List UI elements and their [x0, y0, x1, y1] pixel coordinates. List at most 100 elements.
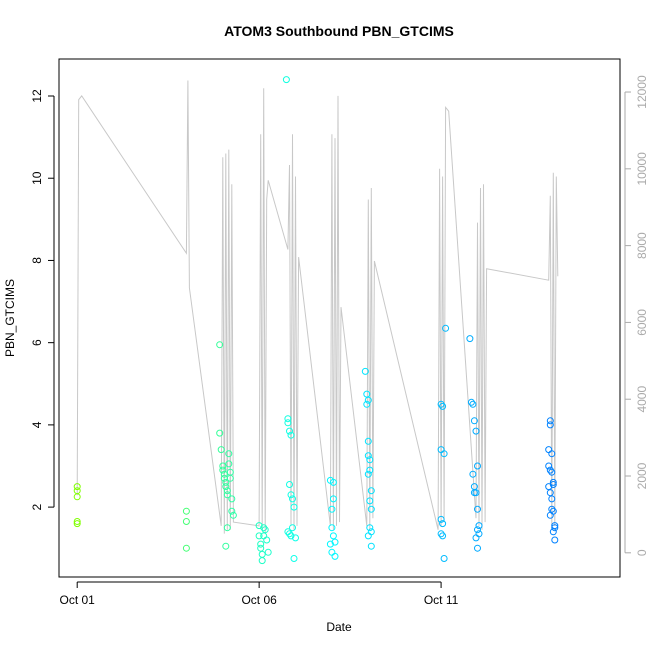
data-point	[472, 427, 480, 435]
y-left-tick-label: 6	[30, 339, 44, 346]
data-point	[437, 515, 445, 523]
data-point	[290, 503, 298, 511]
data-point	[217, 446, 225, 454]
data-point	[364, 470, 372, 478]
data-point	[366, 497, 374, 505]
data-point	[366, 466, 374, 474]
x-axis: Oct 01 Oct 06 Oct 11	[60, 581, 459, 607]
x-axis-label: Date	[326, 620, 352, 634]
chart-title: ATOM3 Southbound PBN_GTCIMS	[224, 23, 454, 39]
background-series-line	[76, 80, 559, 534]
data-point	[292, 534, 299, 542]
data-point	[222, 483, 230, 491]
data-point	[363, 400, 371, 408]
data-point	[329, 478, 337, 486]
data-point	[261, 526, 269, 534]
y-right-tick-label: 6000	[635, 309, 649, 336]
y-left-tick-label: 12	[30, 89, 44, 103]
y-right-tick-label: 8000	[635, 232, 649, 259]
data-point	[329, 532, 337, 540]
data-point	[286, 427, 293, 435]
data-point	[284, 419, 292, 427]
data-point	[546, 511, 554, 519]
data-point	[264, 548, 272, 556]
data-point	[182, 507, 190, 515]
data-point	[225, 460, 233, 468]
data-point	[367, 542, 375, 550]
y-right-tick-label: 4000	[635, 386, 649, 413]
data-point	[366, 456, 374, 464]
data-point	[182, 518, 190, 525]
data-point	[472, 534, 480, 542]
data-point	[287, 532, 295, 540]
data-point	[223, 524, 231, 532]
data-point	[331, 538, 339, 546]
data-point	[546, 421, 554, 429]
background-series	[76, 80, 559, 534]
data-point	[222, 478, 230, 486]
y-left-tick-label: 4	[30, 421, 44, 428]
data-point	[437, 400, 445, 408]
y-left-tick-label: 2	[30, 503, 44, 510]
data-point	[366, 524, 374, 532]
data-point	[439, 520, 447, 528]
data-point	[329, 495, 337, 503]
data-point	[472, 489, 480, 497]
data-point	[182, 544, 190, 552]
data-point	[364, 396, 372, 404]
data-point	[229, 511, 237, 519]
data-point	[282, 76, 290, 84]
data-point	[228, 495, 236, 503]
data-point	[222, 542, 230, 550]
data-point	[73, 520, 81, 528]
y-axis-left: 2 4 6 8 10 12	[30, 89, 55, 510]
data-point	[73, 518, 81, 525]
data-point	[226, 474, 234, 482]
data-points	[73, 76, 559, 565]
data-point	[367, 505, 375, 513]
data-point	[442, 324, 450, 332]
data-point	[220, 470, 228, 478]
data-point	[470, 417, 478, 425]
data-point	[73, 493, 81, 501]
plot-frame	[58, 58, 621, 578]
x-tick-label: Oct 11	[424, 593, 459, 607]
data-point	[548, 468, 556, 476]
data-point	[258, 557, 266, 565]
data-point	[289, 524, 296, 532]
data-point	[228, 507, 236, 515]
data-point	[225, 450, 233, 458]
data-point	[469, 470, 477, 478]
data-point	[284, 415, 292, 423]
y-right-tick-label: 0	[635, 549, 649, 556]
y-right-tick-label: 12000	[635, 75, 649, 109]
data-point	[219, 462, 227, 470]
data-point	[474, 526, 481, 534]
data-point	[263, 536, 271, 544]
data-point	[437, 530, 445, 538]
data-point	[73, 483, 81, 491]
data-point	[216, 429, 224, 437]
data-point	[475, 522, 483, 530]
data-point	[548, 450, 556, 458]
data-point	[549, 528, 557, 536]
data-point	[551, 536, 559, 544]
data-point	[290, 555, 298, 562]
data-point	[466, 335, 474, 343]
data-point	[551, 524, 559, 532]
data-point	[216, 341, 224, 349]
data-point	[364, 437, 372, 445]
data-point	[257, 540, 265, 548]
data-point	[439, 532, 447, 540]
data-point	[549, 478, 557, 486]
data-point	[260, 524, 268, 532]
data-point	[474, 505, 481, 513]
data-point	[223, 487, 231, 495]
data-point	[546, 417, 554, 425]
data-point	[223, 491, 231, 499]
x-tick-label: Oct 01	[60, 593, 96, 607]
data-point	[546, 489, 554, 497]
data-point	[286, 481, 293, 488]
data-point	[328, 505, 336, 513]
